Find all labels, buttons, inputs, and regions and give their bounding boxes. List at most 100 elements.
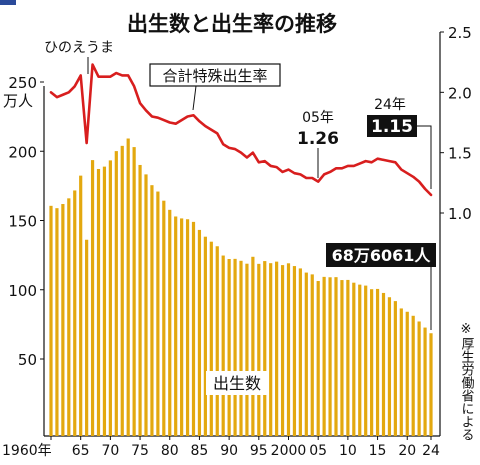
- x-axis-tick-label: 80: [161, 443, 179, 459]
- births-2024-box: [326, 243, 436, 267]
- births-bar: [180, 218, 184, 436]
- births-bar: [352, 282, 356, 436]
- x-axis-tick-label: 90: [220, 443, 238, 459]
- births-bar: [304, 272, 308, 436]
- births-bar: [108, 160, 112, 436]
- births-bar: [251, 256, 255, 436]
- births-bar: [203, 236, 207, 436]
- y2024-leader: [417, 125, 432, 189]
- y2024-value-label: 1.15: [371, 117, 413, 137]
- y2024-value-box: [367, 115, 417, 137]
- births-bar: [298, 268, 302, 436]
- births-bar: [393, 301, 397, 436]
- births-bar: [191, 221, 196, 436]
- births-bar: [102, 166, 107, 436]
- hinoeuma-label: ひのえうま: [44, 40, 114, 56]
- births-bar: [79, 175, 83, 436]
- births-bar: [55, 208, 59, 436]
- axis-ticks: 50 100 150 200 250 1.0 1.5 2.0 2.5 1960年 65 70 75 80 8…: [2, 24, 472, 459]
- births-bar: [67, 198, 71, 436]
- right-axis-tick-label: 1.5: [448, 145, 472, 163]
- births-bar: [156, 191, 160, 436]
- rate-series-leader: [192, 85, 197, 111]
- births-bar: [239, 260, 243, 436]
- births-bar: [263, 261, 267, 436]
- births-bar: [429, 333, 433, 436]
- left-axis-tick-label: 200: [8, 143, 37, 161]
- births-bar: [381, 292, 386, 436]
- births-bar: [292, 266, 297, 436]
- source-note: ※厚生労働省による: [459, 322, 475, 441]
- births-bar: [370, 289, 374, 436]
- births-2024-label: 68万6061人: [332, 246, 432, 265]
- births-bar: [417, 321, 421, 436]
- births-bar: [150, 185, 154, 436]
- x-axis-tick-label: 1960年: [2, 443, 52, 459]
- rate-series-label-box: [149, 63, 281, 87]
- births-bars: [49, 138, 433, 437]
- births-bar: [257, 263, 261, 436]
- births-bar: [126, 138, 130, 436]
- births-bar: [358, 284, 362, 436]
- births-bar: [138, 164, 142, 436]
- births-bar: [114, 151, 118, 437]
- births-bar: [423, 327, 427, 436]
- births-bar: [375, 288, 380, 436]
- births-bar: [174, 216, 178, 436]
- x-axis-tick-label: 95: [250, 443, 268, 459]
- chart-title: 出生数と出生率の推移: [127, 12, 337, 36]
- births-bar: [280, 265, 285, 436]
- left-axis-unit: 万人: [3, 92, 33, 110]
- births-bar: [411, 315, 415, 436]
- x-axis-tick-label: 15: [369, 443, 387, 459]
- births-bar: [144, 174, 148, 436]
- x-axis-tick-label: 2000: [271, 443, 307, 459]
- births-bar: [399, 308, 403, 436]
- x-axis-tick-label: 75: [131, 443, 149, 459]
- y2005-year-label: 05年: [302, 110, 334, 126]
- left-axis-tick-label: 150: [8, 213, 37, 231]
- x-axis-tick-label: 20: [398, 443, 416, 459]
- x-axis-tick-label: 24: [422, 443, 440, 459]
- left-axis-tick-label: 250: [8, 74, 37, 92]
- births-bar: [90, 160, 95, 437]
- x-axis-tick-label: 10: [339, 443, 357, 459]
- births-bar: [233, 258, 237, 436]
- y2024-year-label: 24年: [374, 97, 406, 113]
- births-bar: [73, 190, 77, 436]
- right-axis-tick-label: 1.0: [448, 205, 472, 223]
- births-bar: [209, 241, 213, 436]
- births-bar: [197, 229, 202, 436]
- births-bar: [245, 263, 249, 436]
- births-bar: [340, 280, 344, 436]
- fertility-rate-line: [49, 63, 433, 197]
- corner-marker: [0, 0, 16, 5]
- births-bar: [310, 274, 314, 436]
- births-bar: [120, 145, 124, 436]
- births-bar: [49, 205, 53, 436]
- x-axis-tick-label: 70: [101, 443, 119, 459]
- right-axis-tick-label: 2.5: [448, 24, 472, 42]
- births-bar: [364, 285, 368, 436]
- births-bar: [61, 204, 65, 436]
- births-bar: [132, 147, 136, 436]
- x-axis-tick-label: 65: [72, 443, 90, 459]
- births-bar: [387, 297, 392, 436]
- right-axis-tick-label: 2.0: [448, 84, 472, 102]
- births-bar: [168, 209, 172, 436]
- births-bar: [275, 261, 279, 436]
- x-axis-tick-label: 85: [191, 443, 209, 459]
- births-bar: [334, 277, 338, 436]
- births-bar: [322, 276, 326, 436]
- y2005-value-label: 1.26: [297, 129, 339, 149]
- left-axis-tick-label: 50: [18, 351, 37, 369]
- births-bar: [269, 263, 273, 436]
- left-axis-tick-label: 100: [8, 282, 37, 300]
- births-series-label: 出生数: [213, 374, 261, 393]
- births-bar: [185, 219, 190, 436]
- x-axis-tick-label: 05: [309, 443, 327, 459]
- births-bar: [286, 263, 291, 436]
- births-bar: [405, 311, 409, 436]
- births-bar: [227, 259, 231, 436]
